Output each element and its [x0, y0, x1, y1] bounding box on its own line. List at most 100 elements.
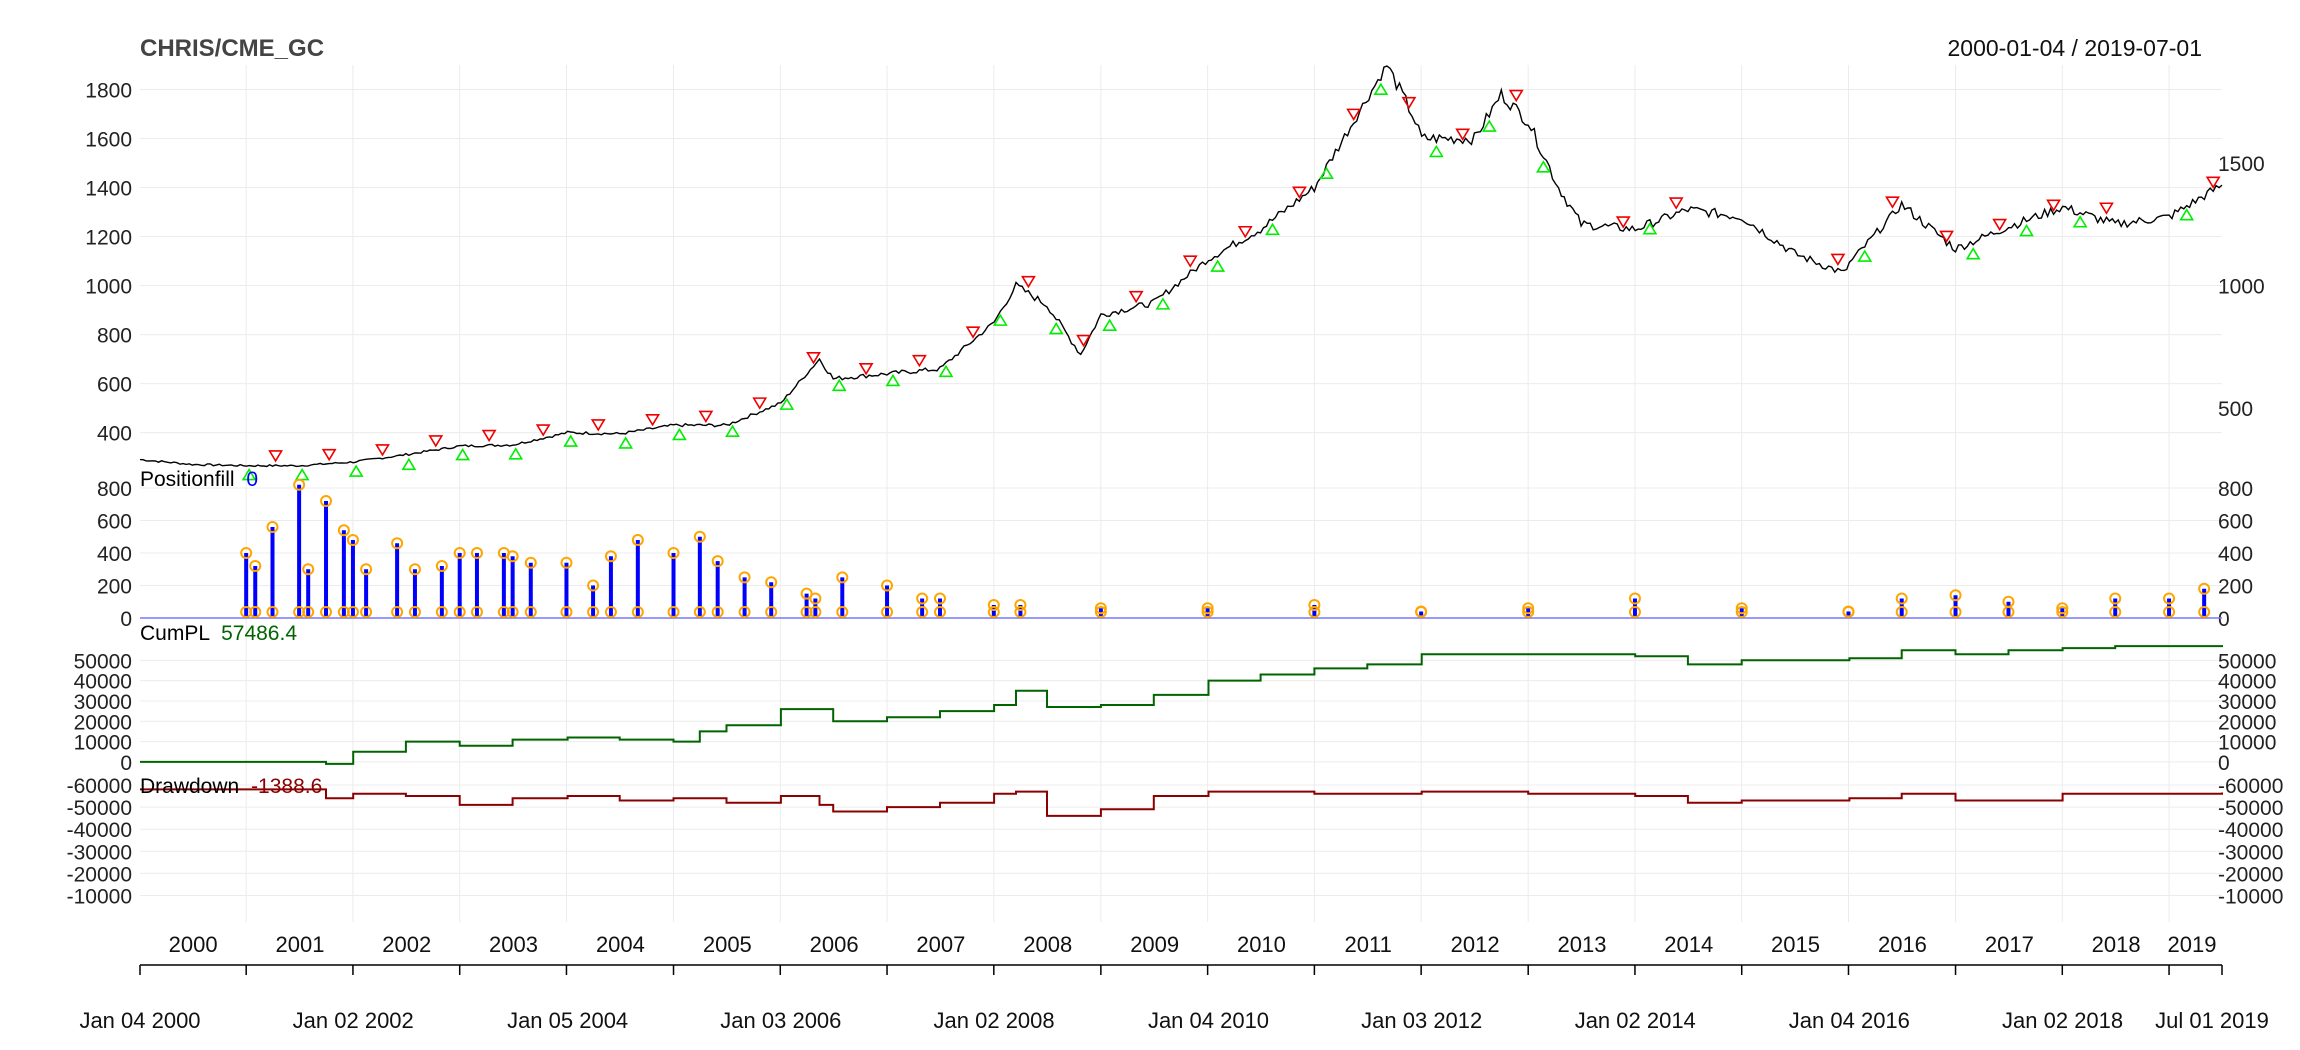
position-marker — [836, 606, 849, 618]
position-bar — [991, 605, 996, 618]
date-range: 2000-01-04 / 2019-07-01 — [1948, 35, 2202, 61]
position-marker — [765, 606, 778, 618]
buy-marker — [938, 364, 954, 378]
position-bar — [297, 484, 302, 618]
position-marker — [800, 587, 813, 600]
cumpl-right-tick-label: 50000 — [2218, 650, 2276, 673]
position-marker — [587, 606, 600, 618]
year-label: 2018 — [2092, 932, 2141, 957]
position-bar — [1846, 611, 1851, 618]
position-marker — [2109, 592, 2122, 605]
positionfill-label: Positionfill 0 — [140, 468, 258, 491]
position-marker — [453, 547, 466, 559]
position-marker — [933, 592, 946, 605]
position-marker — [631, 606, 644, 618]
year-label: 2012 — [1451, 932, 1500, 957]
sell-marker — [428, 435, 444, 448]
cumpl-right-tick-label: 20000 — [2218, 711, 2276, 734]
cumpl-right-tick-label: 40000 — [2218, 671, 2276, 694]
position-marker — [1014, 606, 1027, 618]
sell-marker — [1076, 334, 1091, 348]
date-tick-label: Jan 04 2000 — [79, 1008, 200, 1033]
position-bar — [395, 543, 400, 618]
buy-marker — [2019, 223, 2034, 237]
date-tick-label: Jan 03 2012 — [1361, 1008, 1482, 1033]
sell-marker — [1292, 186, 1307, 199]
position-marker — [1895, 592, 1908, 605]
positionfill-label-name: Positionfill — [140, 468, 235, 491]
year-label: 2006 — [810, 932, 859, 957]
buy-marker — [401, 457, 417, 471]
position-marker — [408, 563, 421, 576]
drawdown-y-tick-label: -30000 — [67, 841, 132, 864]
buy-marker — [563, 434, 579, 447]
buy-marker — [1155, 297, 1171, 310]
drawdown-right-tick-label: -50000 — [2218, 797, 2283, 820]
position-bar — [564, 562, 569, 618]
price-right-tick-label: 1500 — [2218, 153, 2265, 176]
position-marker — [560, 556, 573, 569]
position-marker — [2163, 592, 2176, 605]
position-bar — [1312, 605, 1317, 618]
position-bar — [591, 585, 596, 618]
position-bar — [813, 598, 818, 618]
sell-marker — [965, 326, 981, 339]
position-bar — [804, 593, 809, 618]
position-marker — [1094, 606, 1107, 618]
sell-marker — [481, 429, 497, 443]
position-marker — [391, 537, 404, 550]
date-tick-label: Jan 02 2008 — [934, 1008, 1055, 1033]
position-marker — [1094, 602, 1107, 615]
year-label: 2014 — [1664, 932, 1713, 957]
position-y-tick-label: 200 — [97, 576, 132, 599]
position-marker — [987, 599, 1000, 611]
buy-marker — [241, 468, 257, 481]
buy-marker — [1428, 144, 1444, 158]
position-bar — [715, 561, 720, 618]
position-marker — [320, 495, 333, 507]
position-marker — [604, 606, 617, 618]
position-bar — [2006, 601, 2011, 618]
buy-marker — [1102, 318, 1118, 331]
drawdown-y-tick-label: -10000 — [67, 885, 132, 908]
buy-marker — [508, 447, 524, 460]
position-marker — [453, 606, 466, 618]
cumpl-y-tick-label: 50000 — [74, 650, 132, 673]
position-bar — [439, 566, 444, 618]
year-label: 2016 — [1878, 932, 1927, 957]
position-right-tick-label: 400 — [2218, 543, 2253, 566]
sell-marker — [1939, 230, 1954, 243]
position-marker — [2109, 606, 2122, 618]
sell-marker — [1885, 196, 1900, 209]
sell-marker — [321, 448, 337, 462]
position-marker — [360, 563, 373, 576]
drawdown-y-tick-label: -40000 — [67, 819, 132, 842]
buy-marker — [831, 378, 847, 392]
date-tick-label: Jan 02 2002 — [293, 1008, 414, 1033]
position-bar — [1419, 611, 1424, 618]
position-bar — [920, 598, 925, 618]
position-marker — [337, 524, 350, 537]
year-label: 2009 — [1130, 932, 1179, 957]
position-marker — [1308, 606, 1321, 618]
position-bar — [244, 553, 249, 618]
position-bar — [457, 553, 462, 618]
year-label: 2013 — [1558, 932, 1607, 957]
sell-marker — [2099, 202, 2114, 215]
position-marker — [738, 571, 751, 584]
sell-marker — [1992, 218, 2008, 232]
position-marker — [933, 606, 946, 618]
price-y-tick-label: 600 — [97, 374, 132, 397]
position-marker — [391, 606, 404, 618]
position-marker — [800, 606, 813, 618]
cumpl-y-tick-label: 40000 — [74, 671, 132, 694]
year-label: 2001 — [276, 932, 325, 957]
buy-marker — [1642, 222, 1658, 235]
position-y-tick-label: 400 — [97, 543, 132, 566]
position-marker — [809, 606, 822, 618]
sell-marker — [858, 363, 874, 376]
year-label: 2015 — [1771, 932, 1820, 957]
position-marker — [631, 534, 644, 546]
